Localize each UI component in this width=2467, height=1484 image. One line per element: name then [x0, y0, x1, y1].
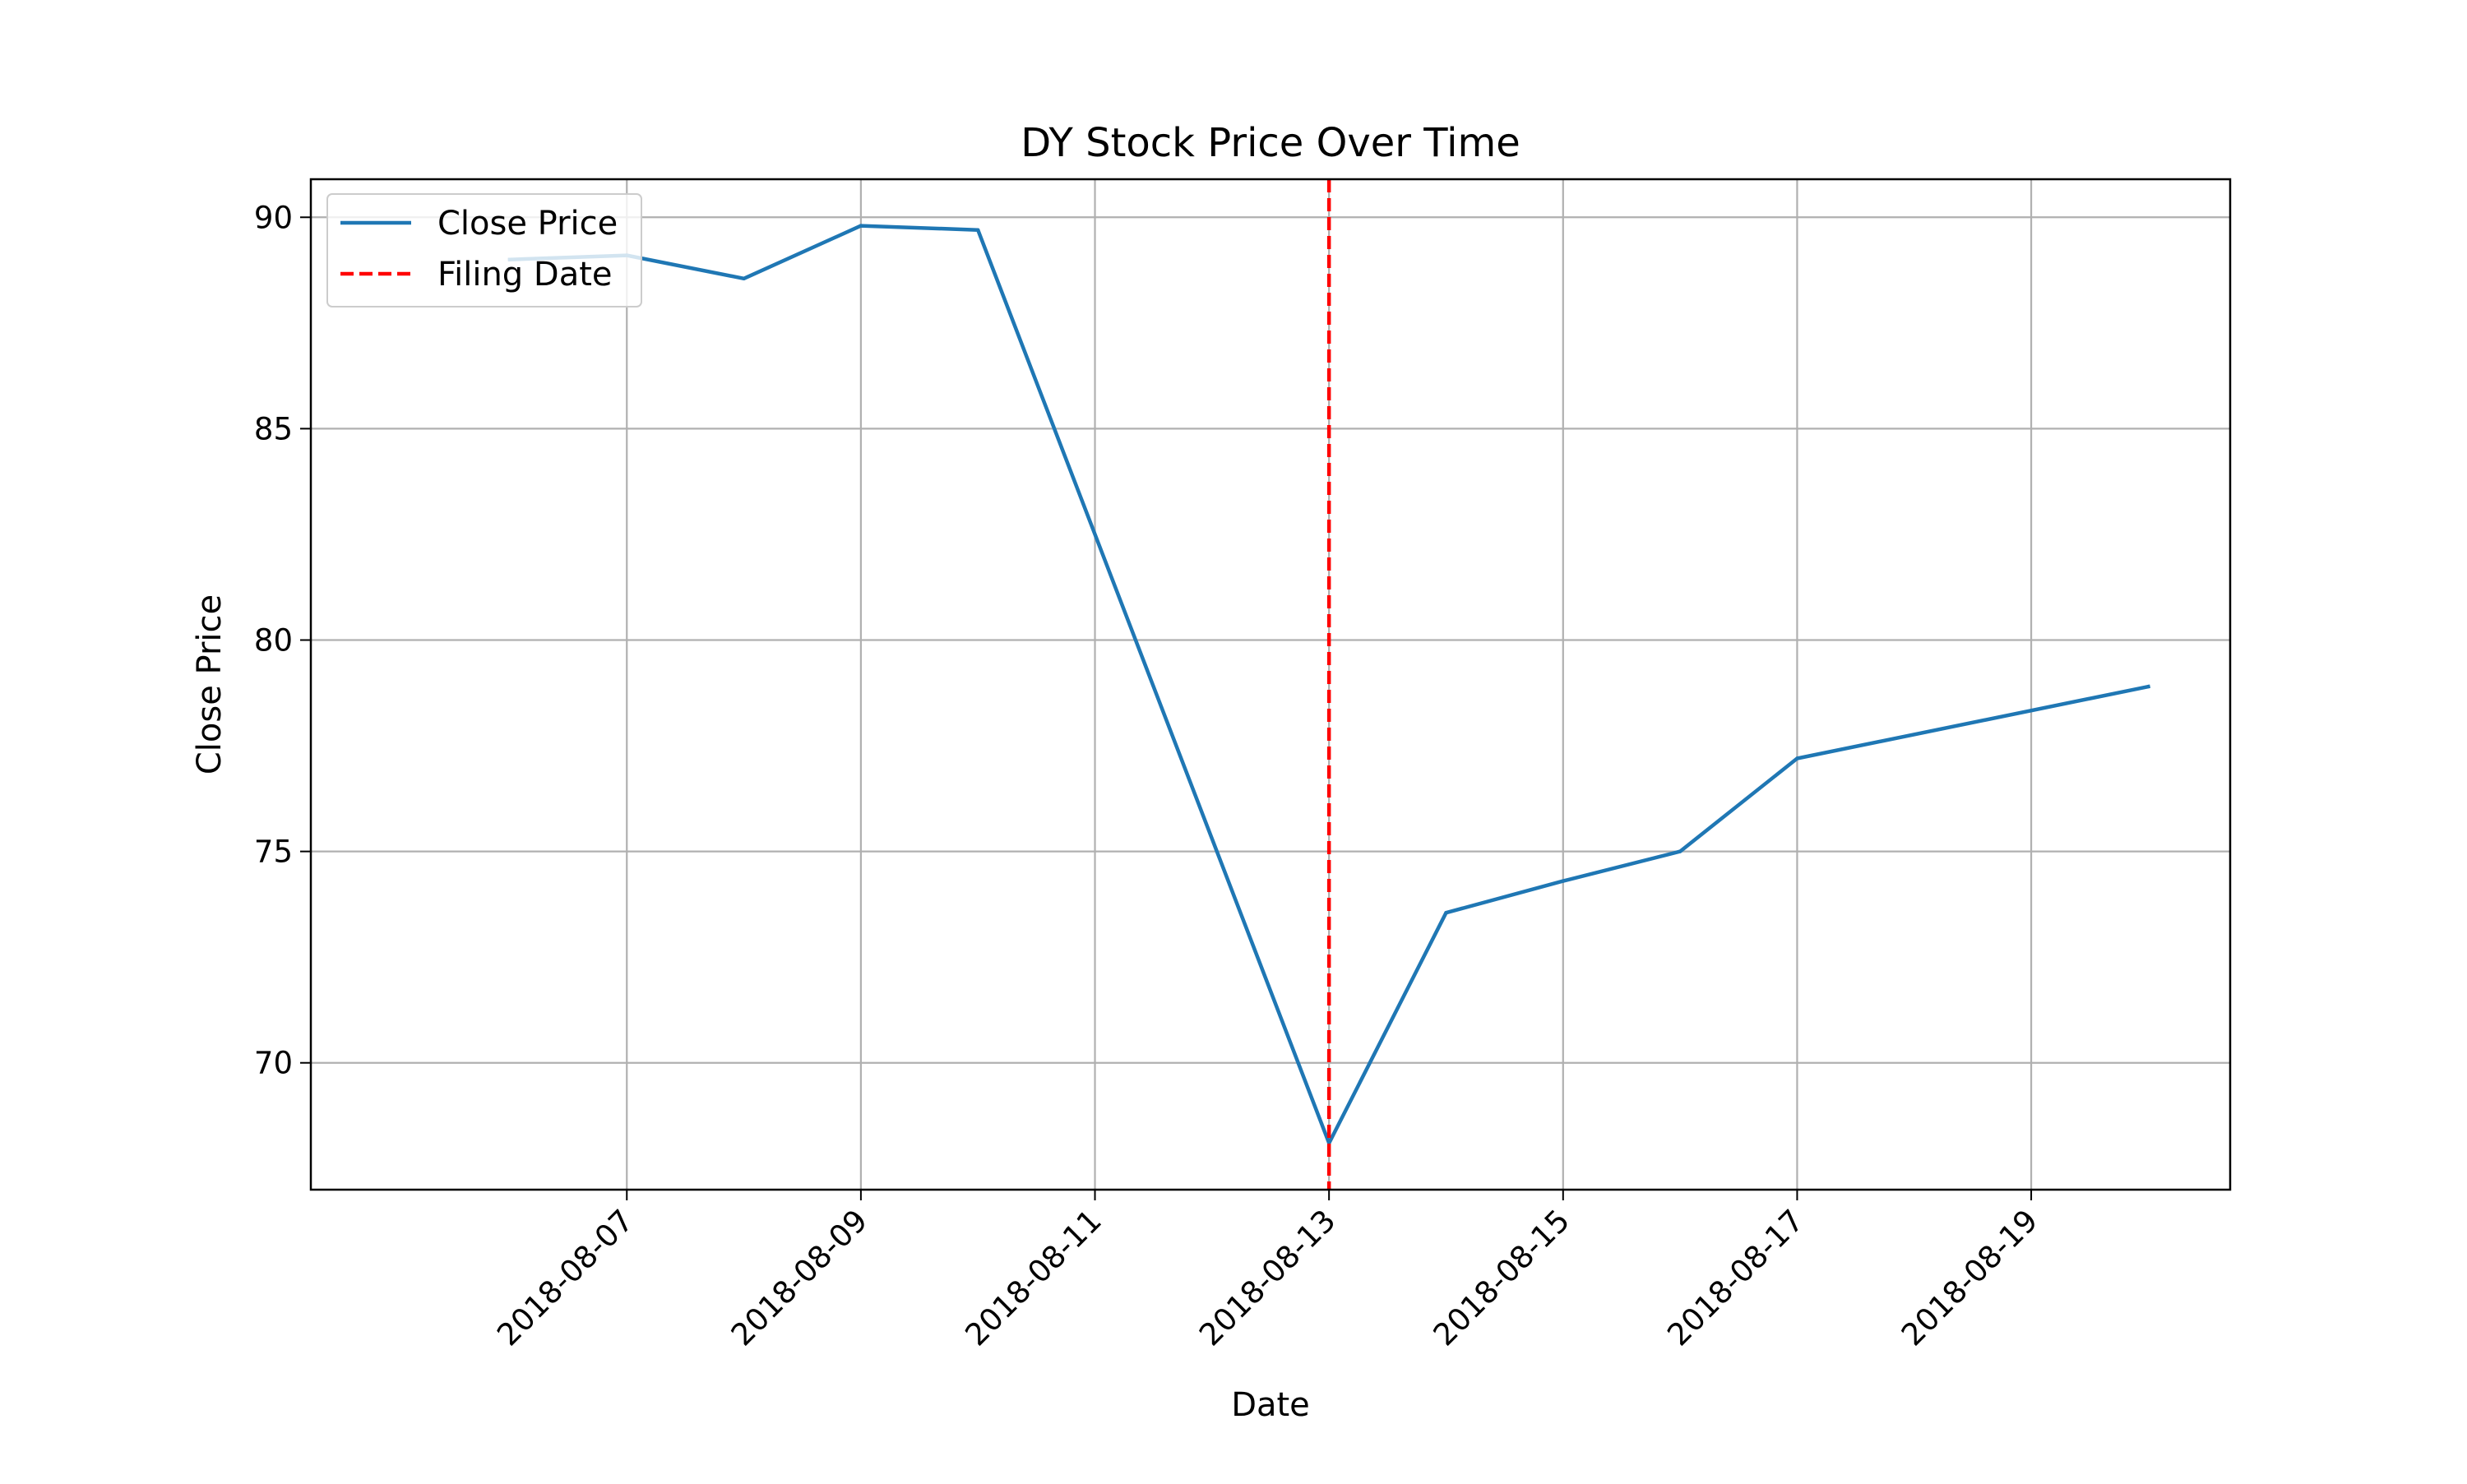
y-axis-label: Close Price [191, 594, 229, 774]
data-point [1561, 879, 1565, 883]
x-axis-label: Date [1231, 1386, 1310, 1424]
y-tick-label: 80 [254, 623, 293, 659]
y-tick-label: 70 [254, 1046, 293, 1081]
y-tick-label: 75 [254, 834, 293, 870]
legend: Close Price Filing Date [326, 193, 642, 307]
data-point [1795, 756, 1799, 760]
data-point [1444, 910, 1448, 915]
legend-label-close-price: Close Price [437, 205, 618, 243]
plot-area-frame [309, 178, 2232, 1191]
data-point [976, 228, 980, 232]
data-point [1678, 849, 1682, 853]
y-tick-label: 90 [254, 200, 293, 235]
data-point [859, 224, 863, 228]
data-point [2146, 684, 2150, 689]
y-tick-label: 85 [254, 411, 293, 446]
legend-label-filing-date: Filing Date [437, 256, 613, 294]
chart-title: DY Stock Price Over Time [1021, 120, 1520, 166]
grid-lines [311, 179, 2230, 1190]
data-point [742, 276, 746, 281]
